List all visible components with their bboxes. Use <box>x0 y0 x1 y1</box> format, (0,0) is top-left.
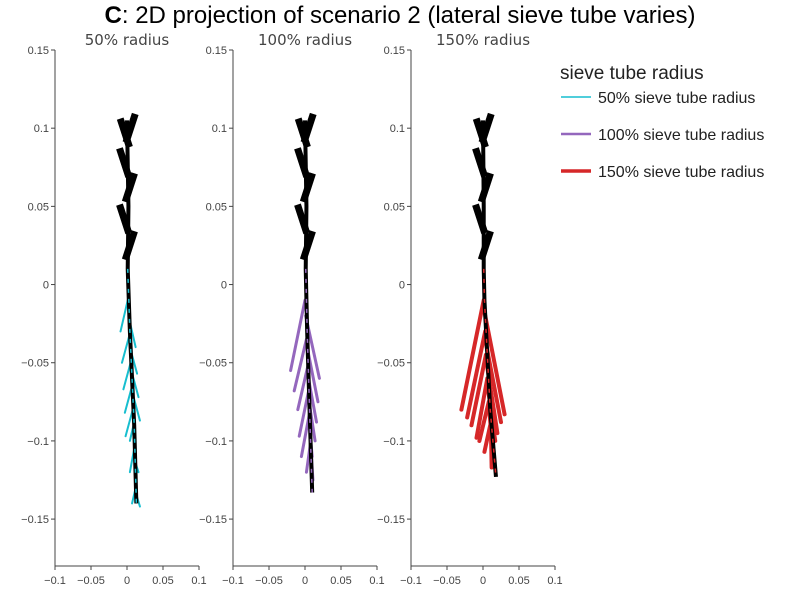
lateral-root-line <box>120 335 131 364</box>
shoot-leaf <box>294 147 311 178</box>
x-tick-label: −0.1 <box>44 575 66 587</box>
main-root-dash-line <box>304 268 313 493</box>
y-tick-label: −0.05 <box>377 358 405 370</box>
y-tick-label: 0.1 <box>390 123 405 135</box>
shoot-leaf <box>299 172 316 203</box>
chart-title: C: 2D projection of scenario 2 (lateral … <box>0 2 800 30</box>
y-tick-label: 0 <box>43 280 49 292</box>
panel-subtitle: 50% radius <box>85 31 170 49</box>
y-tick-label: 0.05 <box>384 201 405 213</box>
legend-label: 100% sieve tube radius <box>598 127 764 144</box>
y-tick-label: 0.15 <box>28 45 49 57</box>
panel-subtitle: 100% radius <box>258 31 352 49</box>
x-tick-label: −0.1 <box>400 575 422 587</box>
y-tick-label: 0.15 <box>384 45 405 57</box>
y-tick-label: 0.15 <box>206 45 227 57</box>
x-tick-label: −0.1 <box>222 575 244 587</box>
y-tick-label: 0.1 <box>212 123 227 135</box>
legend-label: 150% sieve tube radius <box>598 164 764 181</box>
x-tick-label: 0 <box>480 575 486 587</box>
x-tick-label: −0.05 <box>77 575 105 587</box>
shoot-leaf <box>122 112 139 144</box>
y-tick-label: −0.1 <box>205 436 227 448</box>
shoot-leaf <box>477 230 494 261</box>
y-tick-label: 0.05 <box>206 201 227 213</box>
legend-title: sieve tube radius <box>560 63 704 84</box>
y-tick-label: −0.05 <box>21 358 49 370</box>
lateral-root-line <box>292 337 308 393</box>
x-tick-label: 0.05 <box>152 575 173 587</box>
shoot-leaf <box>472 147 489 178</box>
shoot-leaf <box>116 203 133 235</box>
y-tick-label: 0.1 <box>34 123 49 135</box>
y-tick-label: −0.1 <box>383 436 405 448</box>
shoot-leaf <box>121 230 138 261</box>
lateral-root-line <box>474 376 490 440</box>
lateral-root-line <box>465 329 488 420</box>
x-tick-label: 0.1 <box>547 575 562 587</box>
lateral-root-line <box>459 298 486 412</box>
x-tick-label: 0.1 <box>191 575 206 587</box>
lateral-root-line <box>469 352 488 428</box>
x-tick-label: 0 <box>124 575 130 587</box>
x-tick-label: 0.05 <box>508 575 529 587</box>
lateral-root-line <box>122 361 132 391</box>
panel-subtitle: 150% radius <box>436 31 530 49</box>
shoot-leaf <box>478 112 495 144</box>
shoot-leaf <box>294 203 311 235</box>
lateral-root-line <box>119 299 129 333</box>
x-tick-label: −0.05 <box>433 575 461 587</box>
x-tick-label: 0.05 <box>330 575 351 587</box>
shoot-leaf <box>300 112 317 144</box>
y-tick-label: 0.05 <box>28 201 49 213</box>
lateral-root-line <box>124 408 134 438</box>
shoot-leaf <box>477 172 494 203</box>
x-tick-label: 0 <box>302 575 308 587</box>
lateral-root-line <box>289 298 307 373</box>
y-tick-label: −0.15 <box>21 514 49 526</box>
shoot-leaf <box>299 230 316 261</box>
title-text: : 2D projection of scenario 2 (lateral s… <box>121 2 696 29</box>
main-root-dash-line <box>126 268 138 504</box>
x-tick-label: −0.05 <box>255 575 283 587</box>
x-tick-label: 0.1 <box>369 575 384 587</box>
y-tick-label: −0.1 <box>27 436 49 448</box>
y-tick-label: −0.15 <box>199 514 227 526</box>
lateral-root-line <box>477 399 491 443</box>
y-tick-label: 0 <box>399 280 405 292</box>
title-prefix: C <box>104 2 122 29</box>
y-tick-label: −0.05 <box>199 358 227 370</box>
lateral-root-line <box>297 389 311 438</box>
shoot-leaf <box>121 172 138 203</box>
lateral-root-line <box>296 364 310 412</box>
y-tick-label: 0 <box>221 280 227 292</box>
shoot-leaf <box>116 147 133 178</box>
shoot-leaf <box>472 203 489 235</box>
y-tick-label: −0.15 <box>377 514 405 526</box>
legend-label: 50% sieve tube radius <box>598 90 755 107</box>
